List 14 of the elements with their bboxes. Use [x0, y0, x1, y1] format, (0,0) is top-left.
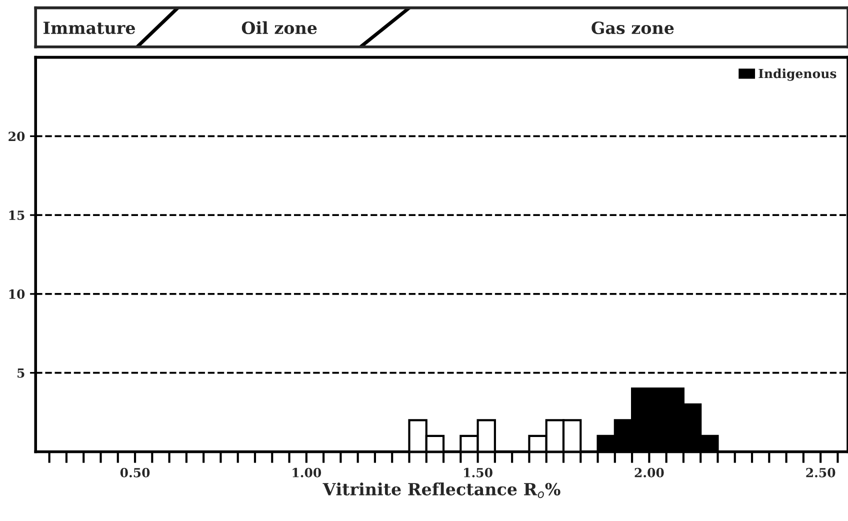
- y-tick-label: 5: [18, 368, 24, 378]
- x-tick-label: 2.00: [634, 468, 664, 478]
- legend-label: Indigenous: [758, 68, 836, 81]
- text: Immature: [43, 22, 136, 34]
- text: Gas zone: [592, 22, 674, 34]
- y-tick-label: 15: [9, 210, 24, 220]
- x-tick-label: 0.50: [120, 468, 150, 478]
- x-tick-label: 1.00: [292, 468, 322, 478]
- y-tick-label: 10: [9, 289, 25, 299]
- x-axis-title: Vitrinite Reflectance R$_{o}$%: [322, 482, 560, 498]
- x-tick-label: 1.50: [464, 468, 492, 478]
- y-tick-label: 20: [8, 132, 25, 142]
- x-tick-label: 2.50: [806, 468, 836, 478]
- text: Oil zone: [242, 21, 317, 34]
